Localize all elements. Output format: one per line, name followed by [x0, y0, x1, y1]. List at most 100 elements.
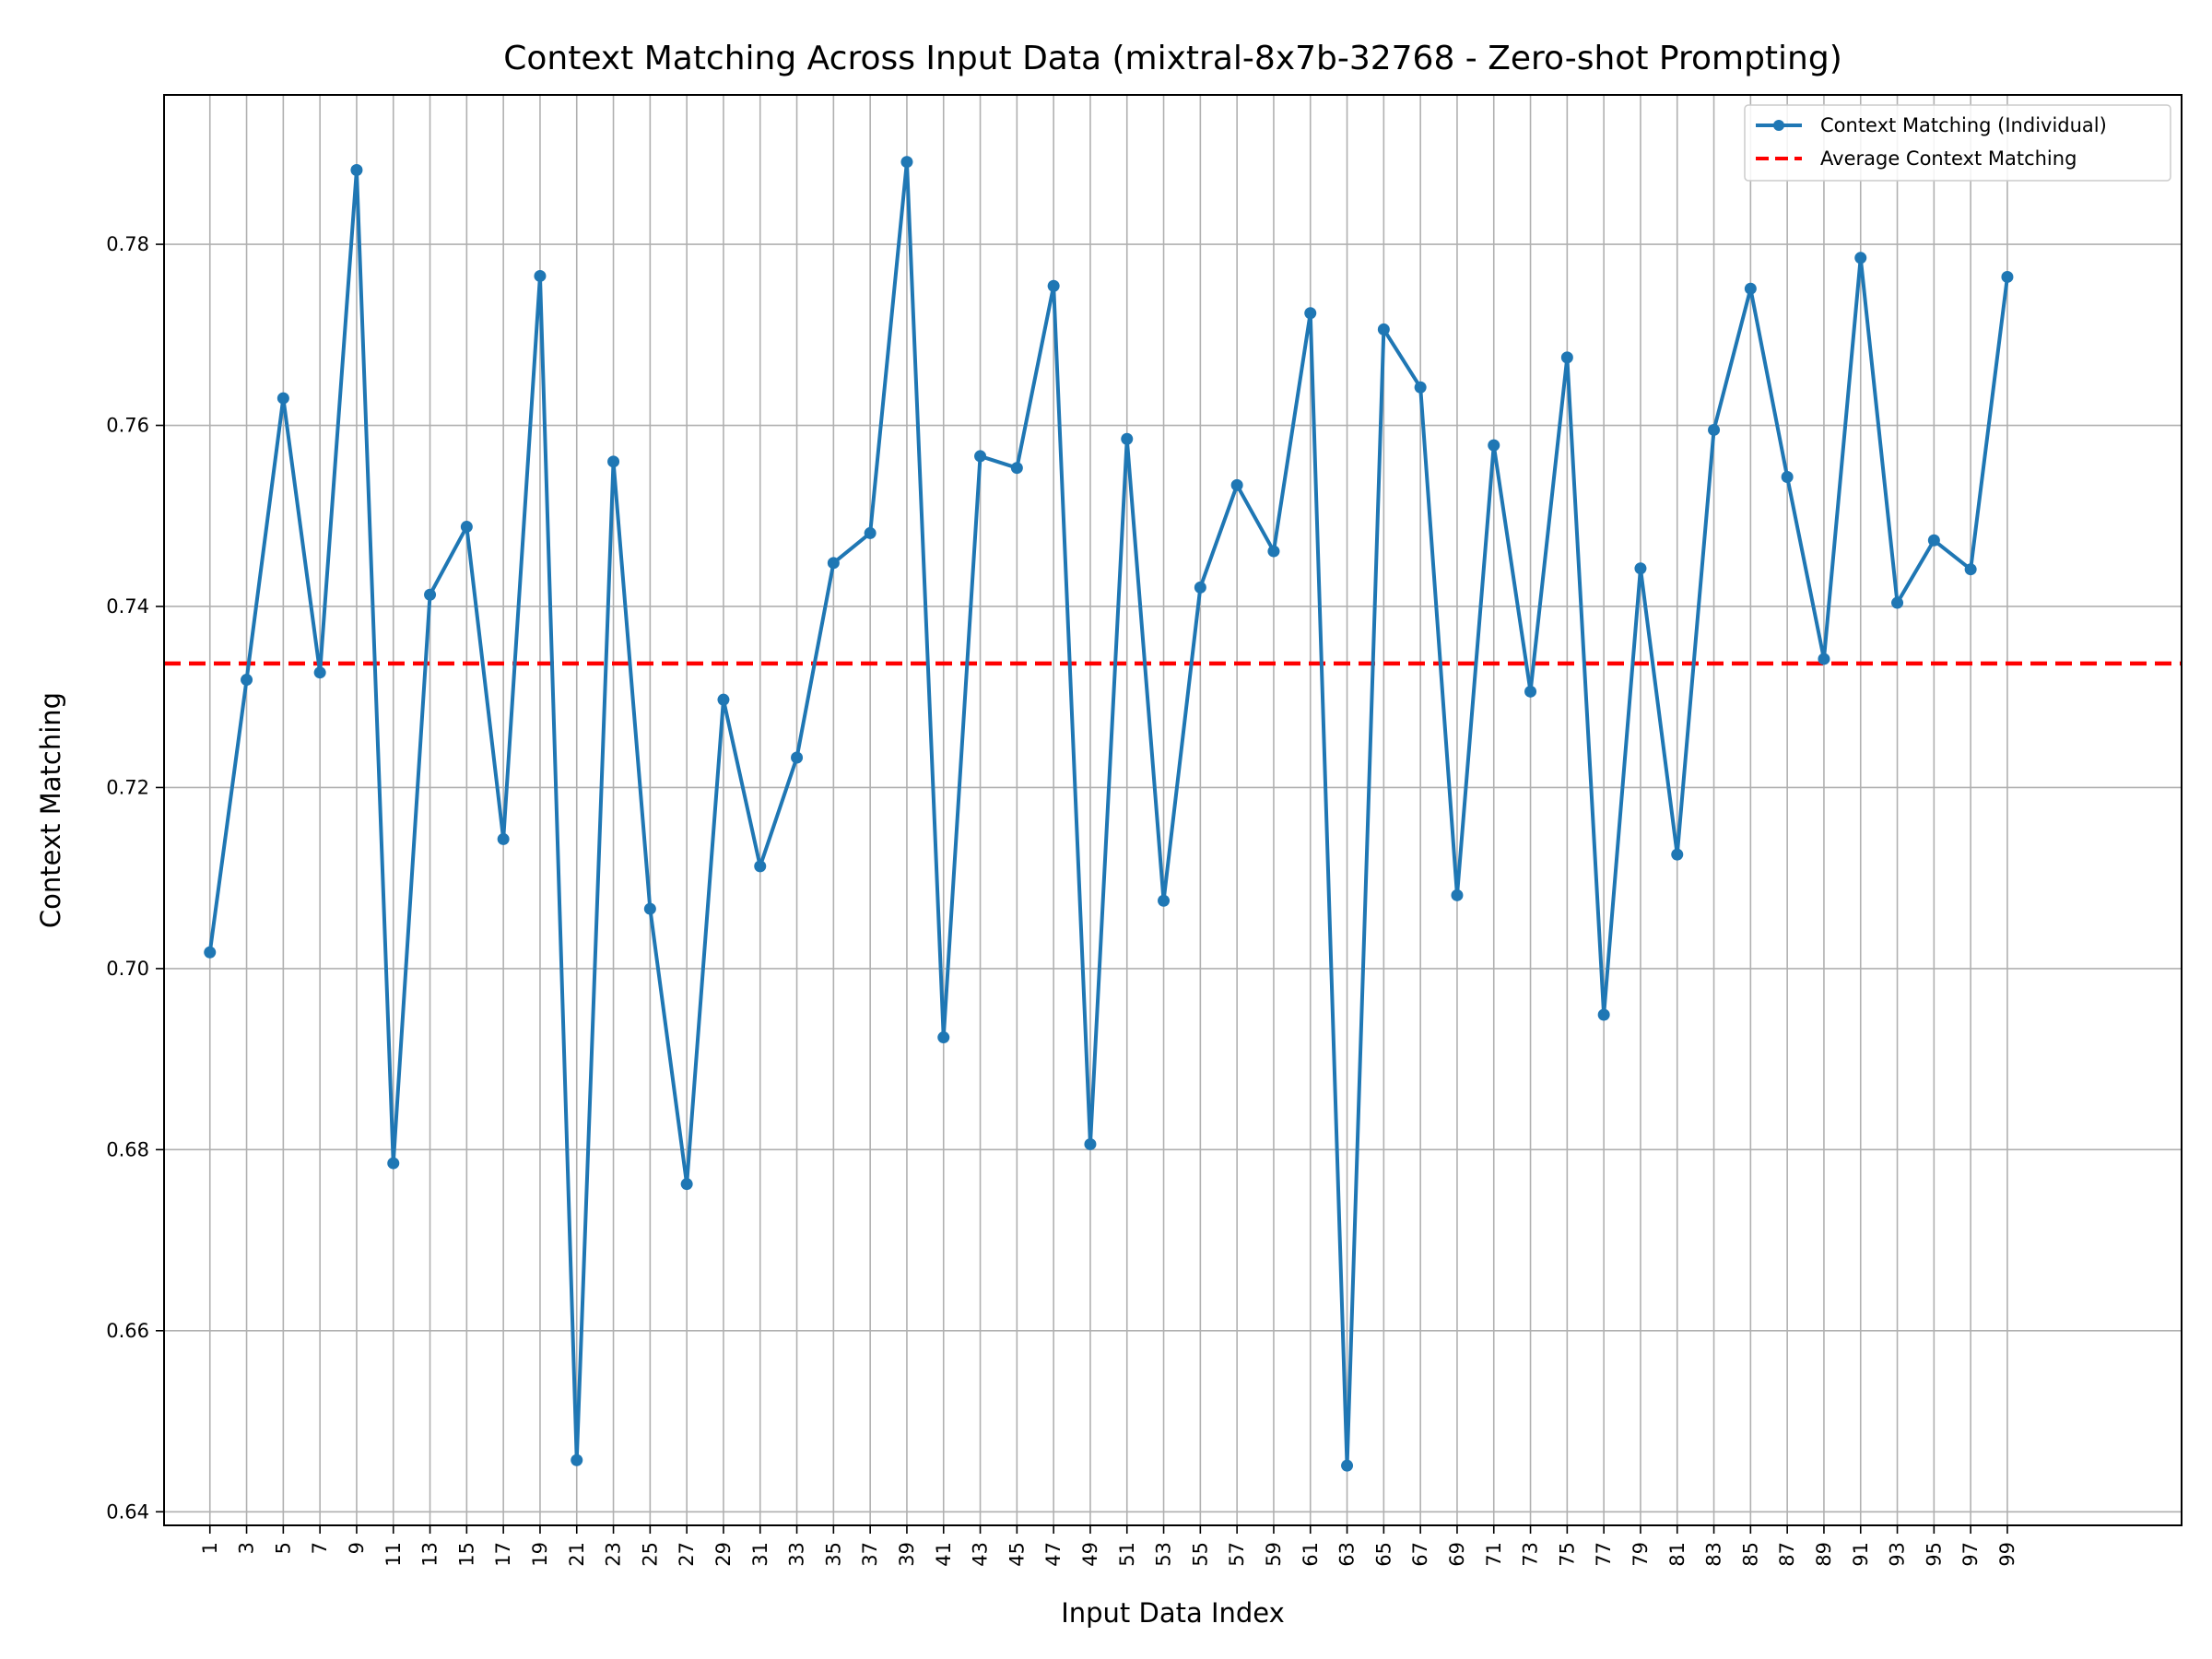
x-tick-label: 51 — [1116, 1542, 1138, 1567]
y-tick-label: 0.66 — [106, 1320, 149, 1342]
data-point — [1744, 282, 1757, 295]
data-point — [276, 392, 289, 405]
x-tick-label: 21 — [566, 1542, 588, 1567]
data-point — [1158, 894, 1171, 907]
data-point — [974, 450, 987, 463]
data-point — [900, 156, 913, 169]
x-tick-label: 71 — [1483, 1542, 1505, 1567]
x-tick-label: 53 — [1153, 1542, 1175, 1567]
x-tick-label: 45 — [1006, 1542, 1028, 1567]
x-tick-label: 19 — [529, 1542, 551, 1567]
y-tick-label: 0.74 — [106, 595, 149, 618]
data-point — [1560, 351, 1573, 364]
x-tick-label: 91 — [1850, 1542, 1872, 1567]
data-point — [1047, 279, 1060, 292]
x-tick-label: 77 — [1593, 1542, 1615, 1567]
y-tick-label: 0.64 — [106, 1500, 149, 1523]
data-point — [387, 1157, 400, 1170]
x-tick-label: 63 — [1336, 1542, 1359, 1567]
plot-frame — [163, 94, 2183, 1526]
legend: Context Matching (Individual) Average Co… — [1744, 104, 2171, 182]
x-tick-label: 55 — [1189, 1542, 1211, 1567]
x-tick-label: 57 — [1226, 1542, 1248, 1567]
legend-marker-individual — [1773, 120, 1784, 131]
data-point — [937, 1031, 950, 1044]
x-tick-label: 7 — [309, 1542, 331, 1554]
x-tick-label: 5 — [272, 1542, 294, 1554]
data-point — [1634, 562, 1647, 575]
data-point — [1414, 381, 1427, 394]
x-tick-label: 99 — [1996, 1542, 2018, 1567]
x-tick-label: 25 — [639, 1542, 661, 1567]
data-point — [680, 1178, 693, 1191]
y-axis: 0.64 0.66 0.68 0.70 0.72 0.74 0.76 0.78 — [106, 233, 164, 1523]
x-tick-label: 27 — [676, 1542, 698, 1567]
chart-title: Context Matching Across Input Data (mixt… — [503, 40, 1842, 77]
x-tick-label: 47 — [1042, 1542, 1065, 1567]
x-tick-label: 79 — [1630, 1542, 1652, 1567]
data-point — [460, 521, 473, 534]
y-axis-label: Context Matching — [35, 692, 66, 928]
series-layer — [204, 156, 2014, 1472]
data-point — [497, 832, 510, 845]
data-point — [313, 666, 326, 679]
legend-label-individual: Context Matching (Individual) — [1820, 114, 2107, 136]
x-tick-label: 3 — [236, 1542, 258, 1554]
data-point — [1818, 653, 1830, 665]
x-tick-label: 23 — [603, 1542, 625, 1567]
data-point — [241, 674, 253, 687]
data-point — [717, 693, 730, 706]
data-point — [204, 946, 217, 959]
x-axis: 1 3 5 7 9 11 13 15 17 19 21 23 25 27 29 31 33 35 37 39 41 43 4… — [199, 1525, 2018, 1567]
y-tick-label: 0.76 — [106, 415, 149, 437]
data-point — [1524, 685, 1537, 698]
x-tick-label: 95 — [1923, 1542, 1945, 1567]
x-tick-label: 61 — [1300, 1542, 1322, 1567]
x-tick-label: 69 — [1446, 1542, 1468, 1567]
x-tick-label: 89 — [1813, 1542, 1835, 1567]
x-tick-label: 9 — [346, 1542, 368, 1554]
data-point — [1010, 462, 1023, 475]
x-tick-label: 13 — [419, 1542, 441, 1567]
x-tick-label: 15 — [455, 1542, 477, 1567]
x-tick-label: 83 — [1703, 1542, 1725, 1567]
data-point — [1488, 439, 1500, 452]
x-tick-label: 39 — [896, 1542, 918, 1567]
grid — [164, 95, 2182, 1525]
data-point — [424, 588, 437, 601]
data-point — [643, 902, 656, 915]
data-point — [754, 860, 767, 873]
data-point — [1891, 596, 1904, 609]
data-point — [1927, 534, 1940, 547]
x-tick-label: 43 — [970, 1542, 992, 1567]
x-tick-label: 75 — [1556, 1542, 1578, 1567]
data-point — [350, 164, 363, 177]
x-tick-label: 35 — [822, 1542, 844, 1567]
legend-box — [1744, 104, 2171, 182]
x-tick-label: 41 — [933, 1542, 955, 1567]
data-point — [1194, 581, 1206, 594]
x-tick-label: 81 — [1666, 1542, 1688, 1567]
x-tick-label: 65 — [1372, 1542, 1394, 1567]
y-tick-label: 0.70 — [106, 958, 149, 980]
data-point — [1781, 471, 1794, 484]
x-tick-label: 31 — [749, 1542, 771, 1567]
x-tick-label: 1 — [199, 1542, 221, 1554]
x-tick-label: 85 — [1739, 1542, 1761, 1567]
data-point — [1451, 888, 1464, 901]
x-tick-label: 73 — [1520, 1542, 1542, 1567]
data-point — [864, 526, 877, 539]
x-tick-label: 93 — [1887, 1542, 1909, 1567]
data-point — [571, 1453, 583, 1466]
data-point — [2001, 270, 2014, 283]
data-point — [1671, 848, 1684, 861]
x-tick-label: 87 — [1776, 1542, 1798, 1567]
data-point — [534, 269, 547, 282]
data-point — [791, 751, 804, 764]
data-point — [1084, 1137, 1097, 1150]
x-tick-label: 59 — [1263, 1542, 1285, 1567]
data-point — [1708, 423, 1721, 436]
x-tick-label: 67 — [1409, 1542, 1431, 1567]
x-tick-label: 17 — [492, 1542, 514, 1567]
